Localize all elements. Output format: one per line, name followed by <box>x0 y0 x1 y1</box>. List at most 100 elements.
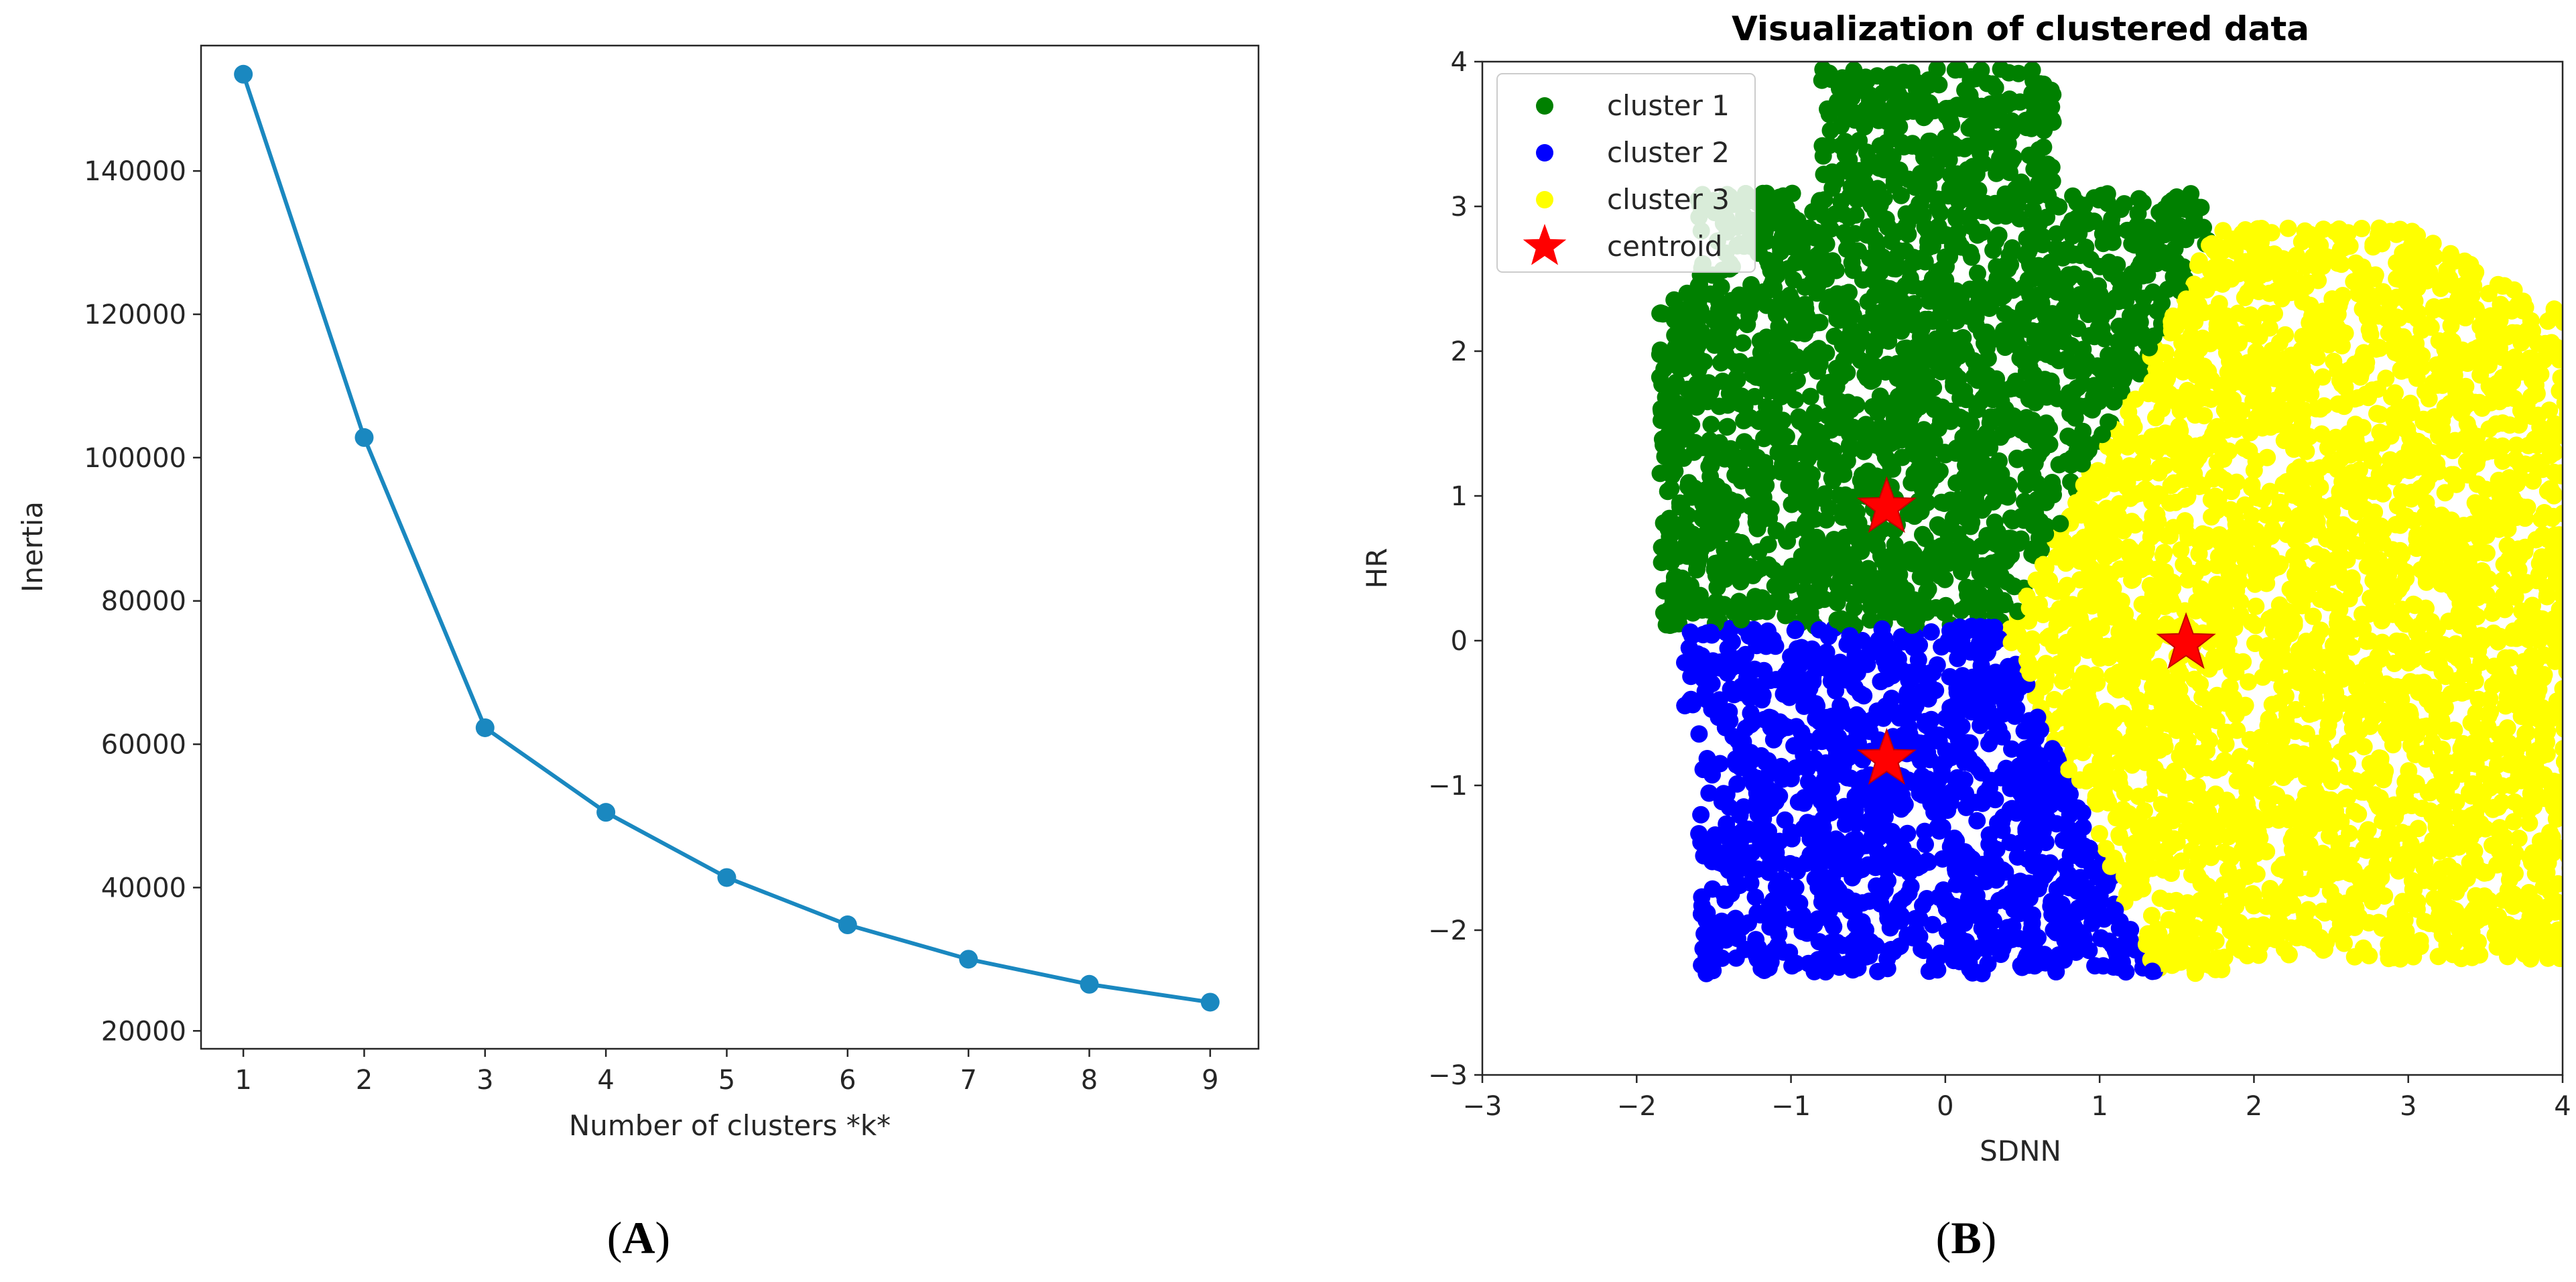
scatter-point <box>2234 438 2252 456</box>
scatter-point <box>2568 493 2576 511</box>
scatter-point <box>2417 474 2435 493</box>
scatter-point <box>1801 498 1819 516</box>
scatter-point <box>2319 439 2337 457</box>
scatter-point <box>2018 230 2036 248</box>
scatter-point <box>2157 372 2175 390</box>
elbow-ticks: 1 2 3 4 5 6 7 8 92000040000600008000010000012000… <box>84 156 1218 1096</box>
scatter-point <box>2105 452 2123 470</box>
scatter-point <box>2571 675 2576 692</box>
scatter-point <box>1724 352 1742 371</box>
scatter-point <box>2225 702 2243 720</box>
scatter-point <box>2219 860 2237 879</box>
scatter-point <box>2565 825 2576 842</box>
scatter-point <box>2562 614 2563 619</box>
scatter-title: Visualization of clustered data <box>1732 9 2309 48</box>
scatter-point <box>1915 942 1933 960</box>
scatter-point <box>2130 307 2148 325</box>
scatter-point <box>2376 887 2394 905</box>
scatter-point <box>2100 413 2117 431</box>
scatter-point <box>1692 806 1710 824</box>
scatter-point <box>2287 701 2305 718</box>
scatter-point <box>2551 351 2563 369</box>
scatter-point <box>1917 712 1934 730</box>
elbow-y-tick-label: 80000 <box>101 586 186 617</box>
scatter-point <box>2034 236 2052 253</box>
scatter-point <box>2568 946 2576 963</box>
scatter-point <box>2333 670 2352 688</box>
scatter-point <box>2467 263 2485 281</box>
scatter-point <box>1799 814 1817 832</box>
scatter-point <box>1819 627 1838 645</box>
scatter-point <box>2258 643 2276 661</box>
scatter-point <box>2203 508 2220 526</box>
scatter-point <box>2566 761 2576 778</box>
inertia-point <box>234 64 253 84</box>
scatter-point <box>2565 533 2576 550</box>
scatter-point <box>2356 826 2374 844</box>
elbow-plot-area <box>200 44 1260 1050</box>
scatter-point <box>2022 456 2040 474</box>
scatter-point <box>1689 361 1708 379</box>
inertia-point <box>1200 992 1220 1012</box>
scatter-point <box>2421 784 2439 802</box>
scatter-point <box>2402 483 2421 501</box>
inertia-point <box>355 428 374 447</box>
scatter-point <box>2555 544 2563 562</box>
scatter-point <box>1869 962 1887 980</box>
scatter-point <box>2337 430 2355 448</box>
scatter-point <box>2260 319 2278 337</box>
scatter-point <box>2551 600 2563 619</box>
scatter-point <box>1996 863 2014 881</box>
scatter-point <box>2330 925 2348 944</box>
scatter-point <box>1791 412 1809 430</box>
scatter-point <box>2565 528 2576 546</box>
scatter-point <box>2569 803 2576 820</box>
scatter-point <box>2106 543 2124 561</box>
scatter-point <box>1719 639 1737 657</box>
scatter-point <box>2216 588 2234 606</box>
scatter-point <box>1922 623 1940 641</box>
scatter-point <box>2329 395 2347 413</box>
scatter-point <box>1740 306 1758 324</box>
scatter-point <box>2240 673 2258 691</box>
scatter-point <box>2569 786 2576 804</box>
elbow-y-tick-label: 20000 <box>101 1016 186 1047</box>
scatter-point <box>2535 665 2553 684</box>
scatter-point <box>2360 947 2378 964</box>
inertia-point <box>717 868 736 887</box>
scatter-point <box>2315 220 2333 239</box>
scatter-point <box>2016 637 2035 655</box>
scatter-point <box>2549 875 2563 893</box>
scatter-point <box>2353 220 2371 237</box>
scatter-point <box>2151 889 2169 907</box>
scatter-point <box>2368 688 2386 706</box>
scatter-point <box>2376 762 2394 780</box>
scatter-point <box>1823 252 1842 270</box>
scatter-point <box>2130 787 2148 806</box>
scatter-point <box>2563 922 2576 940</box>
elbow-chart: 1 2 3 4 5 6 7 8 92000040000600008000010000012000… <box>16 44 1260 1263</box>
scatter-point <box>2572 383 2576 400</box>
elbow-y-tick-label: 60000 <box>101 730 186 761</box>
scatter-point <box>1702 415 1720 434</box>
scatter-point <box>2184 758 2202 775</box>
scatter-point <box>2498 537 2516 555</box>
scatter-point <box>1690 725 1708 743</box>
scatter-point <box>2568 554 2576 572</box>
scatter-point <box>2534 878 2553 896</box>
cluster-scatter-chart: Visualization of clustered data −3 −2 −1 0 1… <box>1360 9 2576 1263</box>
scatter-point <box>2471 366 2490 384</box>
scatter-data-area <box>1651 62 2576 982</box>
elbow-y-tick-label: 40000 <box>101 873 186 903</box>
scatter-point <box>1813 137 1831 155</box>
scatter-point <box>2565 844 2576 861</box>
scatter-point <box>2573 463 2576 480</box>
elbow-y-tick-label: 100000 <box>84 443 186 474</box>
scatter-point <box>2566 617 2576 635</box>
scatter-point <box>2567 438 2576 455</box>
panel-label-a: (A) <box>607 1212 670 1263</box>
scatter-point <box>2555 531 2563 548</box>
scatter-point <box>2263 508 2281 526</box>
scatter-point <box>2186 565 2204 583</box>
scatter-point <box>2501 416 2519 434</box>
